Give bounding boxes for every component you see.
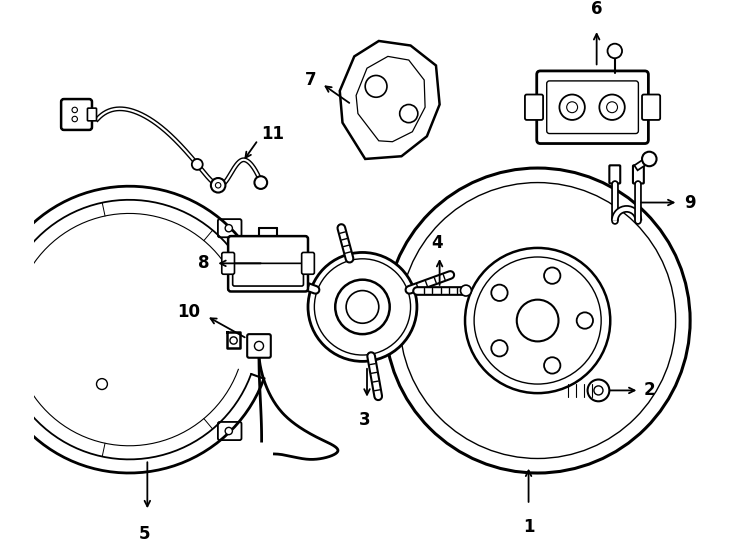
- Circle shape: [225, 427, 233, 435]
- Text: 5: 5: [139, 525, 150, 540]
- Circle shape: [544, 267, 560, 284]
- Circle shape: [606, 102, 617, 113]
- Circle shape: [255, 176, 267, 189]
- Circle shape: [346, 291, 379, 323]
- Circle shape: [72, 107, 78, 113]
- Circle shape: [567, 102, 578, 113]
- FancyBboxPatch shape: [633, 165, 644, 184]
- Text: 2: 2: [644, 381, 655, 400]
- FancyBboxPatch shape: [233, 264, 303, 286]
- Circle shape: [308, 253, 417, 361]
- Circle shape: [517, 300, 559, 341]
- Polygon shape: [356, 56, 425, 141]
- Text: 8: 8: [197, 254, 209, 272]
- Circle shape: [465, 248, 610, 393]
- FancyBboxPatch shape: [247, 334, 271, 357]
- Circle shape: [577, 312, 593, 329]
- Circle shape: [366, 76, 387, 97]
- FancyBboxPatch shape: [537, 71, 648, 144]
- FancyBboxPatch shape: [61, 99, 92, 130]
- Circle shape: [460, 285, 471, 296]
- Polygon shape: [340, 41, 440, 159]
- Circle shape: [491, 285, 508, 301]
- Circle shape: [230, 337, 237, 344]
- FancyBboxPatch shape: [228, 236, 308, 292]
- Text: 9: 9: [684, 193, 695, 212]
- Circle shape: [225, 225, 233, 232]
- FancyBboxPatch shape: [302, 253, 314, 274]
- Circle shape: [215, 183, 221, 188]
- Circle shape: [400, 183, 675, 458]
- Circle shape: [72, 116, 78, 122]
- Text: 10: 10: [177, 303, 200, 321]
- Text: 4: 4: [431, 233, 443, 252]
- Circle shape: [587, 380, 609, 401]
- Circle shape: [594, 386, 603, 395]
- Circle shape: [600, 94, 625, 120]
- FancyBboxPatch shape: [218, 219, 241, 237]
- FancyBboxPatch shape: [87, 108, 96, 121]
- FancyBboxPatch shape: [525, 94, 543, 120]
- FancyBboxPatch shape: [609, 165, 620, 184]
- Circle shape: [608, 44, 622, 58]
- FancyBboxPatch shape: [218, 422, 241, 440]
- Circle shape: [314, 259, 410, 355]
- Text: 7: 7: [305, 71, 316, 89]
- Circle shape: [642, 152, 656, 166]
- Circle shape: [559, 94, 585, 120]
- Circle shape: [474, 257, 601, 384]
- Circle shape: [192, 159, 203, 170]
- Circle shape: [544, 357, 560, 374]
- Text: 11: 11: [261, 125, 284, 144]
- FancyBboxPatch shape: [642, 94, 660, 120]
- Text: 6: 6: [591, 1, 603, 18]
- Circle shape: [96, 379, 107, 389]
- Circle shape: [385, 168, 690, 473]
- Circle shape: [335, 280, 390, 334]
- FancyBboxPatch shape: [559, 383, 598, 398]
- FancyBboxPatch shape: [222, 253, 234, 274]
- Circle shape: [491, 340, 508, 356]
- FancyBboxPatch shape: [547, 81, 639, 133]
- Text: 3: 3: [358, 411, 370, 429]
- Text: 1: 1: [523, 518, 534, 536]
- Circle shape: [211, 178, 225, 193]
- Circle shape: [255, 341, 264, 350]
- Circle shape: [400, 105, 418, 123]
